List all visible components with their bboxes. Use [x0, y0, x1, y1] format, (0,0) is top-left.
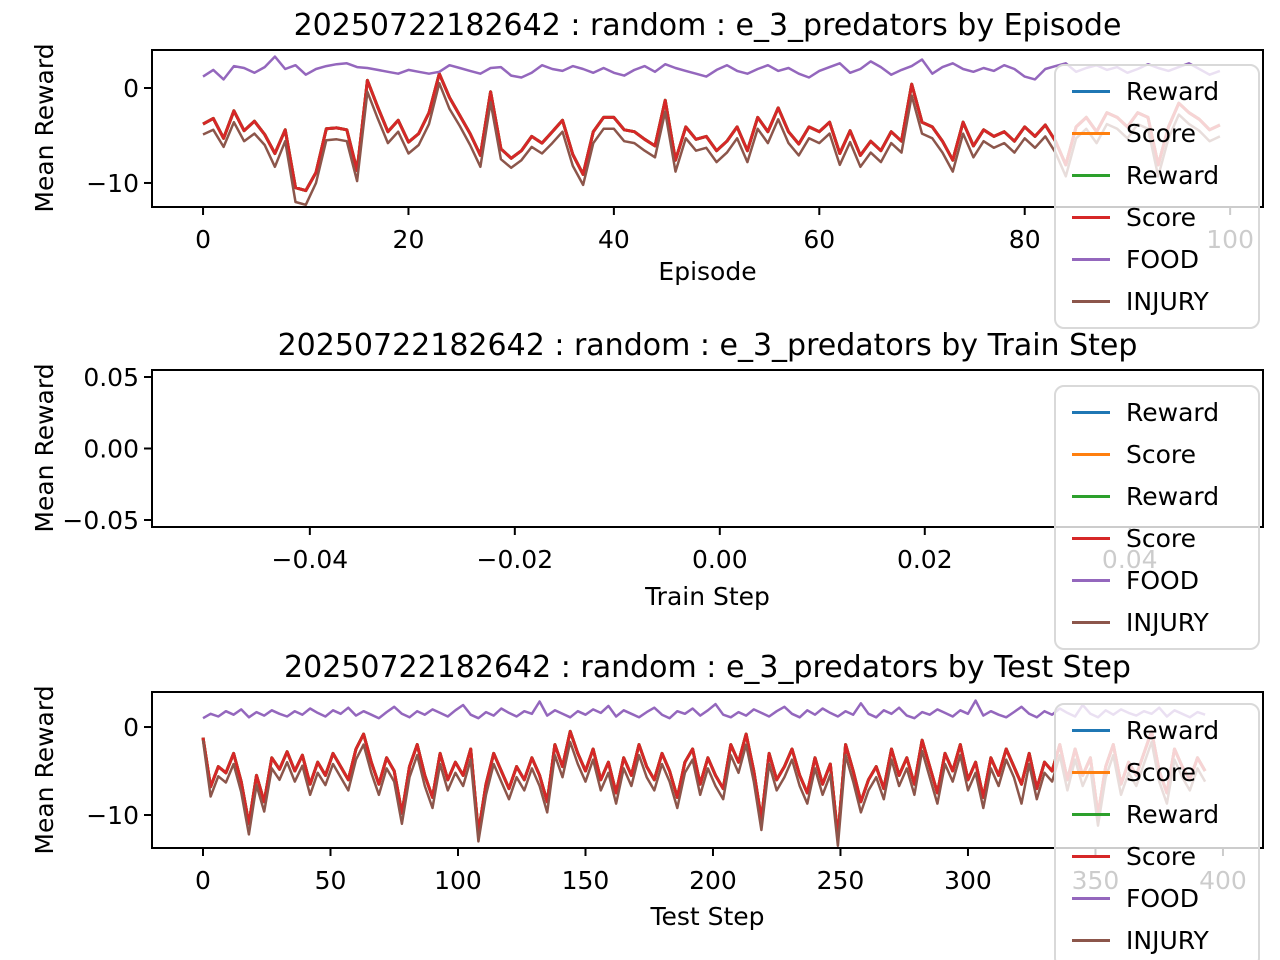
legend-entry: Reward — [1056, 71, 1258, 113]
y-tick-label: 0.05 — [83, 363, 139, 392]
x-tick-label: −0.04 — [272, 545, 349, 574]
chart2-xlabel: Train Step — [645, 582, 770, 611]
chart3-ylabel: Mean Reward — [30, 685, 59, 855]
legend-label: Reward — [1126, 716, 1220, 746]
legend-label: Score — [1126, 523, 1197, 553]
legend-entry: Score — [1056, 434, 1258, 476]
series-line-food-4 — [202, 699, 1206, 720]
x-tick-label: 200 — [689, 866, 737, 895]
legend-entry: Score — [1056, 517, 1258, 559]
legend-line-sample — [1072, 578, 1110, 582]
y-tick-label: −0.05 — [62, 506, 139, 535]
legend-line-sample — [1072, 896, 1110, 900]
legend-line-sample — [1072, 813, 1110, 817]
x-tick-label: 50 — [315, 866, 347, 895]
legend-label: Score — [1126, 440, 1197, 470]
legend-line-sample — [1072, 620, 1110, 624]
x-tick-label: 0.00 — [692, 545, 748, 574]
x-tick-label: 20 — [393, 225, 425, 254]
x-tick-label: 80 — [1009, 225, 1041, 254]
legend-line-sample — [1072, 174, 1110, 178]
chart1-legend: Reward Score Reward Score FOOD INJURY — [1054, 64, 1260, 329]
legend-line-sample — [1072, 854, 1110, 858]
y-tick-label: −10 — [86, 169, 139, 198]
y-tick-label: 0 — [123, 713, 139, 742]
legend-label: Reward — [1126, 161, 1220, 191]
legend-label: INJURY — [1126, 286, 1209, 316]
x-tick-label: 60 — [803, 225, 835, 254]
chart3-title: 20250722182642 : random : e_3_predators … — [284, 650, 1131, 685]
legend-line-sample — [1072, 453, 1110, 457]
legend-line-sample — [1072, 215, 1110, 219]
legend-entry: Reward — [1056, 710, 1258, 752]
axes-spines — [151, 691, 1264, 849]
legend-label: INJURY — [1126, 925, 1209, 955]
legend-label: FOOD — [1126, 244, 1199, 274]
x-tick-label: 150 — [562, 866, 610, 895]
x-tick-label: 0.02 — [897, 545, 953, 574]
legend-entry: Reward — [1056, 794, 1258, 836]
legend-entry: FOOD — [1056, 238, 1258, 280]
legend-entry: FOOD — [1056, 877, 1258, 919]
legend-label: Score — [1126, 119, 1197, 149]
legend-line-sample — [1072, 411, 1110, 415]
chart3-xlabel: Test Step — [650, 902, 765, 931]
x-tick-label: 250 — [817, 866, 865, 895]
series-line-food-4 — [202, 55, 1221, 81]
legend-label: Reward — [1126, 482, 1220, 512]
chart1-xlabel: Episode — [658, 257, 757, 286]
legend-label: FOOD — [1126, 883, 1199, 913]
legend-entry: Score — [1056, 196, 1258, 238]
legend-entry: Reward — [1056, 476, 1258, 518]
legend-label: INJURY — [1126, 607, 1209, 637]
series-line-injury-5 — [202, 81, 1221, 207]
legend-entry: INJURY — [1056, 919, 1258, 960]
legend-line-sample — [1072, 938, 1110, 942]
legend-line-sample — [1072, 495, 1110, 499]
chart1-title: 20250722182642 : random : e_3_predators … — [293, 8, 1122, 43]
legend-line-sample — [1072, 90, 1110, 94]
x-tick-label: −0.02 — [477, 545, 554, 574]
x-tick-label: 0 — [195, 225, 211, 254]
x-tick-label: 0 — [195, 866, 211, 895]
x-tick-label: 100 — [434, 866, 482, 895]
series-line-score-3 — [202, 72, 1221, 193]
legend-entry: INJURY — [1056, 601, 1258, 643]
legend-label: Score — [1126, 758, 1197, 788]
legend-label: Reward — [1126, 77, 1220, 107]
chart2-ylabel: Mean Reward — [30, 363, 59, 533]
legend-entry: Score — [1056, 752, 1258, 794]
legend-line-sample — [1072, 771, 1110, 775]
legend-entry: FOOD — [1056, 559, 1258, 601]
legend-label: Reward — [1126, 398, 1220, 428]
legend-entry: Reward — [1056, 392, 1258, 434]
chart2-title: 20250722182642 : random : e_3_predators … — [277, 328, 1138, 363]
legend-label: Reward — [1126, 800, 1220, 830]
legend-line-sample — [1072, 536, 1110, 540]
legend-line-sample — [1072, 299, 1110, 303]
x-tick-label: 300 — [944, 866, 992, 895]
legend-line-sample — [1072, 132, 1110, 136]
legend-label: Score — [1126, 202, 1197, 232]
legend-entry: Score — [1056, 835, 1258, 877]
legend-label: Score — [1126, 841, 1197, 871]
legend-entry: Score — [1056, 113, 1258, 155]
axes-spines — [151, 49, 1264, 208]
series-line-injury-5 — [201, 740, 1207, 848]
y-tick-label: −10 — [86, 801, 139, 830]
chart1-ylabel: Mean Reward — [30, 43, 59, 213]
legend-line-sample — [1072, 257, 1110, 261]
y-tick-label: 0.00 — [83, 435, 139, 464]
series-line-score-3 — [201, 729, 1207, 839]
chart2-legend: Reward Score Reward Score FOOD INJURY — [1054, 385, 1260, 650]
legend-entry: Reward — [1056, 155, 1258, 197]
legend-line-sample — [1072, 729, 1110, 733]
legend-label: FOOD — [1126, 565, 1199, 595]
chart3-legend: Reward Score Reward Score FOOD INJURY — [1054, 703, 1260, 960]
x-tick-label: 40 — [598, 225, 630, 254]
legend-entry: INJURY — [1056, 280, 1258, 322]
y-tick-label: 0 — [123, 74, 139, 103]
